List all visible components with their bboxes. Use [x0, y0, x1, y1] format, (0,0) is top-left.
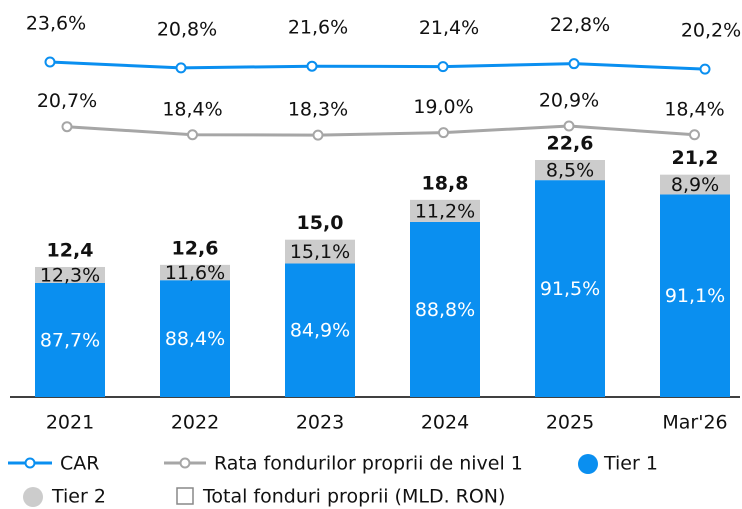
segment-label: 12,3% [40, 264, 100, 286]
line-marker [437, 61, 449, 73]
bar-segment [160, 264, 230, 281]
segment-label: 84,9% [290, 320, 350, 342]
segment-label: 11,2% [415, 200, 475, 222]
bar-segment [35, 282, 105, 397]
legend-label: CAR [60, 453, 99, 475]
line-label: 20,9% [539, 90, 599, 112]
segment-label: 8,9% [671, 174, 719, 196]
legend-marker [179, 457, 191, 469]
bar-segment [160, 280, 230, 397]
bar-segment [285, 239, 355, 264]
segment-label: 15,1% [290, 241, 350, 263]
line [49, 60, 706, 71]
legend: CAR Rata fondurilor proprii de nivel 1 T… [8, 453, 658, 508]
x-tick-label: Mar'26 [662, 412, 727, 434]
total-label: 22,6 [547, 133, 594, 155]
bar-segment [410, 199, 480, 222]
legend-label: Tier 2 [51, 486, 106, 508]
line-marker [438, 127, 449, 139]
bar-segment [285, 263, 355, 397]
line-label: 18,3% [288, 99, 348, 121]
total-label: 18,8 [422, 172, 469, 194]
legend-label: Total fonduri proprii (MLD. RON) [202, 486, 505, 508]
line-label: 21,6% [288, 17, 348, 39]
legend-marker [24, 457, 36, 469]
segment-label: 88,8% [415, 299, 475, 321]
line-label: 18,4% [664, 98, 724, 120]
total-label: 21,2 [672, 147, 719, 169]
line-marker [61, 121, 73, 133]
line-label: 20,2% [681, 20, 741, 42]
x-tick-label: 2024 [421, 412, 469, 434]
line-marker [306, 60, 318, 72]
total-label: 15,0 [297, 212, 344, 234]
total-label: 12,4 [47, 239, 94, 261]
line-label: 18,4% [162, 98, 222, 120]
line-marker [312, 129, 324, 141]
line-marker [187, 129, 198, 141]
legend-label: Tier 1 [603, 453, 658, 475]
line-label: 23,6% [26, 13, 86, 35]
line-marker [175, 62, 187, 74]
bar-segment [535, 180, 605, 397]
bar-segment [535, 160, 605, 181]
bar-segment [410, 221, 480, 397]
line-marker [689, 129, 700, 141]
line-label: 20,7% [37, 90, 97, 112]
segment-label: 87,7% [40, 329, 100, 351]
segment-label: 8,5% [546, 160, 594, 182]
line-label: 22,8% [550, 14, 610, 36]
legend-swatch [578, 454, 598, 474]
line [66, 124, 695, 137]
x-tick-label: 2025 [546, 412, 594, 434]
legend-label: Rata fondurilor proprii de nivel 1 [214, 453, 523, 475]
x-tick-label: 2023 [296, 412, 344, 434]
segment-label: 91,1% [665, 285, 725, 307]
line-marker [563, 120, 575, 132]
bar-segment [35, 266, 105, 283]
line-label: 21,4% [419, 17, 479, 39]
segment-label: 91,5% [540, 278, 600, 300]
line-marker [699, 63, 711, 75]
legend-swatch [176, 487, 194, 505]
line-label: 20,8% [157, 18, 217, 40]
x-tick-label: 2021 [46, 412, 94, 434]
legend-swatch [23, 487, 43, 507]
segment-label: 88,4% [165, 328, 225, 350]
line-label: 19,0% [413, 96, 473, 118]
total-label: 12,6 [172, 237, 219, 259]
line-marker [44, 56, 56, 68]
x-tick-label: 2022 [171, 412, 219, 434]
line-marker [568, 58, 580, 70]
segment-label: 11,6% [165, 262, 225, 284]
bar-segment [660, 194, 730, 397]
bar-segment [660, 174, 730, 195]
